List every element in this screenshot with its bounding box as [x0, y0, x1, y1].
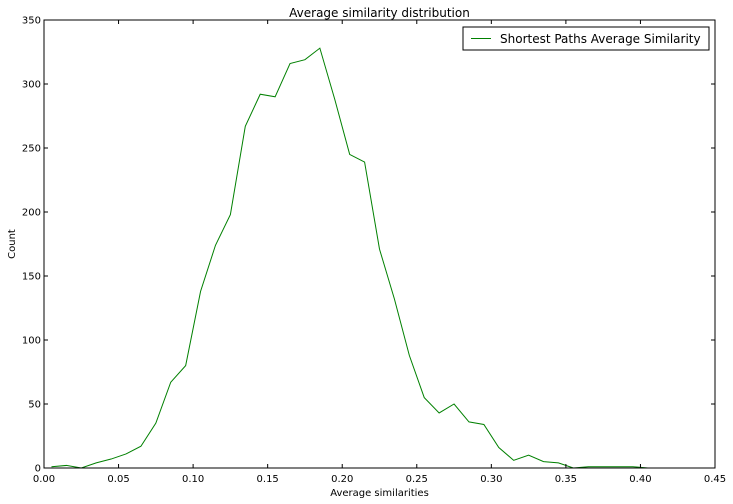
y-tick-label: 50 — [28, 400, 41, 411]
x-tick-label: 0.45 — [704, 474, 726, 485]
y-tick-label: 0 — [35, 464, 41, 475]
x-axis-label: Average similarities — [330, 488, 429, 499]
y-tick-label: 350 — [22, 16, 41, 27]
y-tick-label: 250 — [22, 144, 41, 155]
series-layer — [51, 47, 648, 469]
x-tick-label: 0.35 — [555, 474, 577, 485]
y-tick-label: 100 — [22, 336, 41, 347]
legend-frame — [462, 26, 710, 51]
x-tick-label: 0.15 — [257, 474, 279, 485]
y-tick-label: 200 — [22, 208, 41, 219]
x-tick-label: 0.10 — [182, 474, 204, 485]
y-tick-label: 300 — [22, 80, 41, 91]
x-tick-label: 0.25 — [406, 474, 428, 485]
x-tick-label: 0.00 — [33, 474, 55, 485]
chart-title: Average similarity distribution — [289, 6, 470, 20]
y-axis: 0 50 100 150 200 250 300 350 — [22, 16, 715, 475]
x-tick-label: 0.30 — [480, 474, 502, 485]
series-line — [51, 47, 648, 469]
x-tick-label: 0.40 — [629, 474, 651, 485]
plot-frame — [43, 19, 716, 469]
legend: Shortest Paths Average Similarity — [462, 26, 710, 51]
y-tick-label: 150 — [22, 272, 41, 283]
x-axis: 0.00 0.05 0.10 0.15 0.20 0.25 0.30 0.35 0.40 0.45 — [33, 20, 726, 485]
x-tick-label: 0.05 — [107, 474, 129, 485]
x-tick-label: 0.20 — [331, 474, 353, 485]
plot-area — [44, 20, 715, 468]
legend-entry: Shortest Paths Average Similarity — [500, 32, 701, 46]
y-axis-label: Count — [7, 229, 18, 259]
